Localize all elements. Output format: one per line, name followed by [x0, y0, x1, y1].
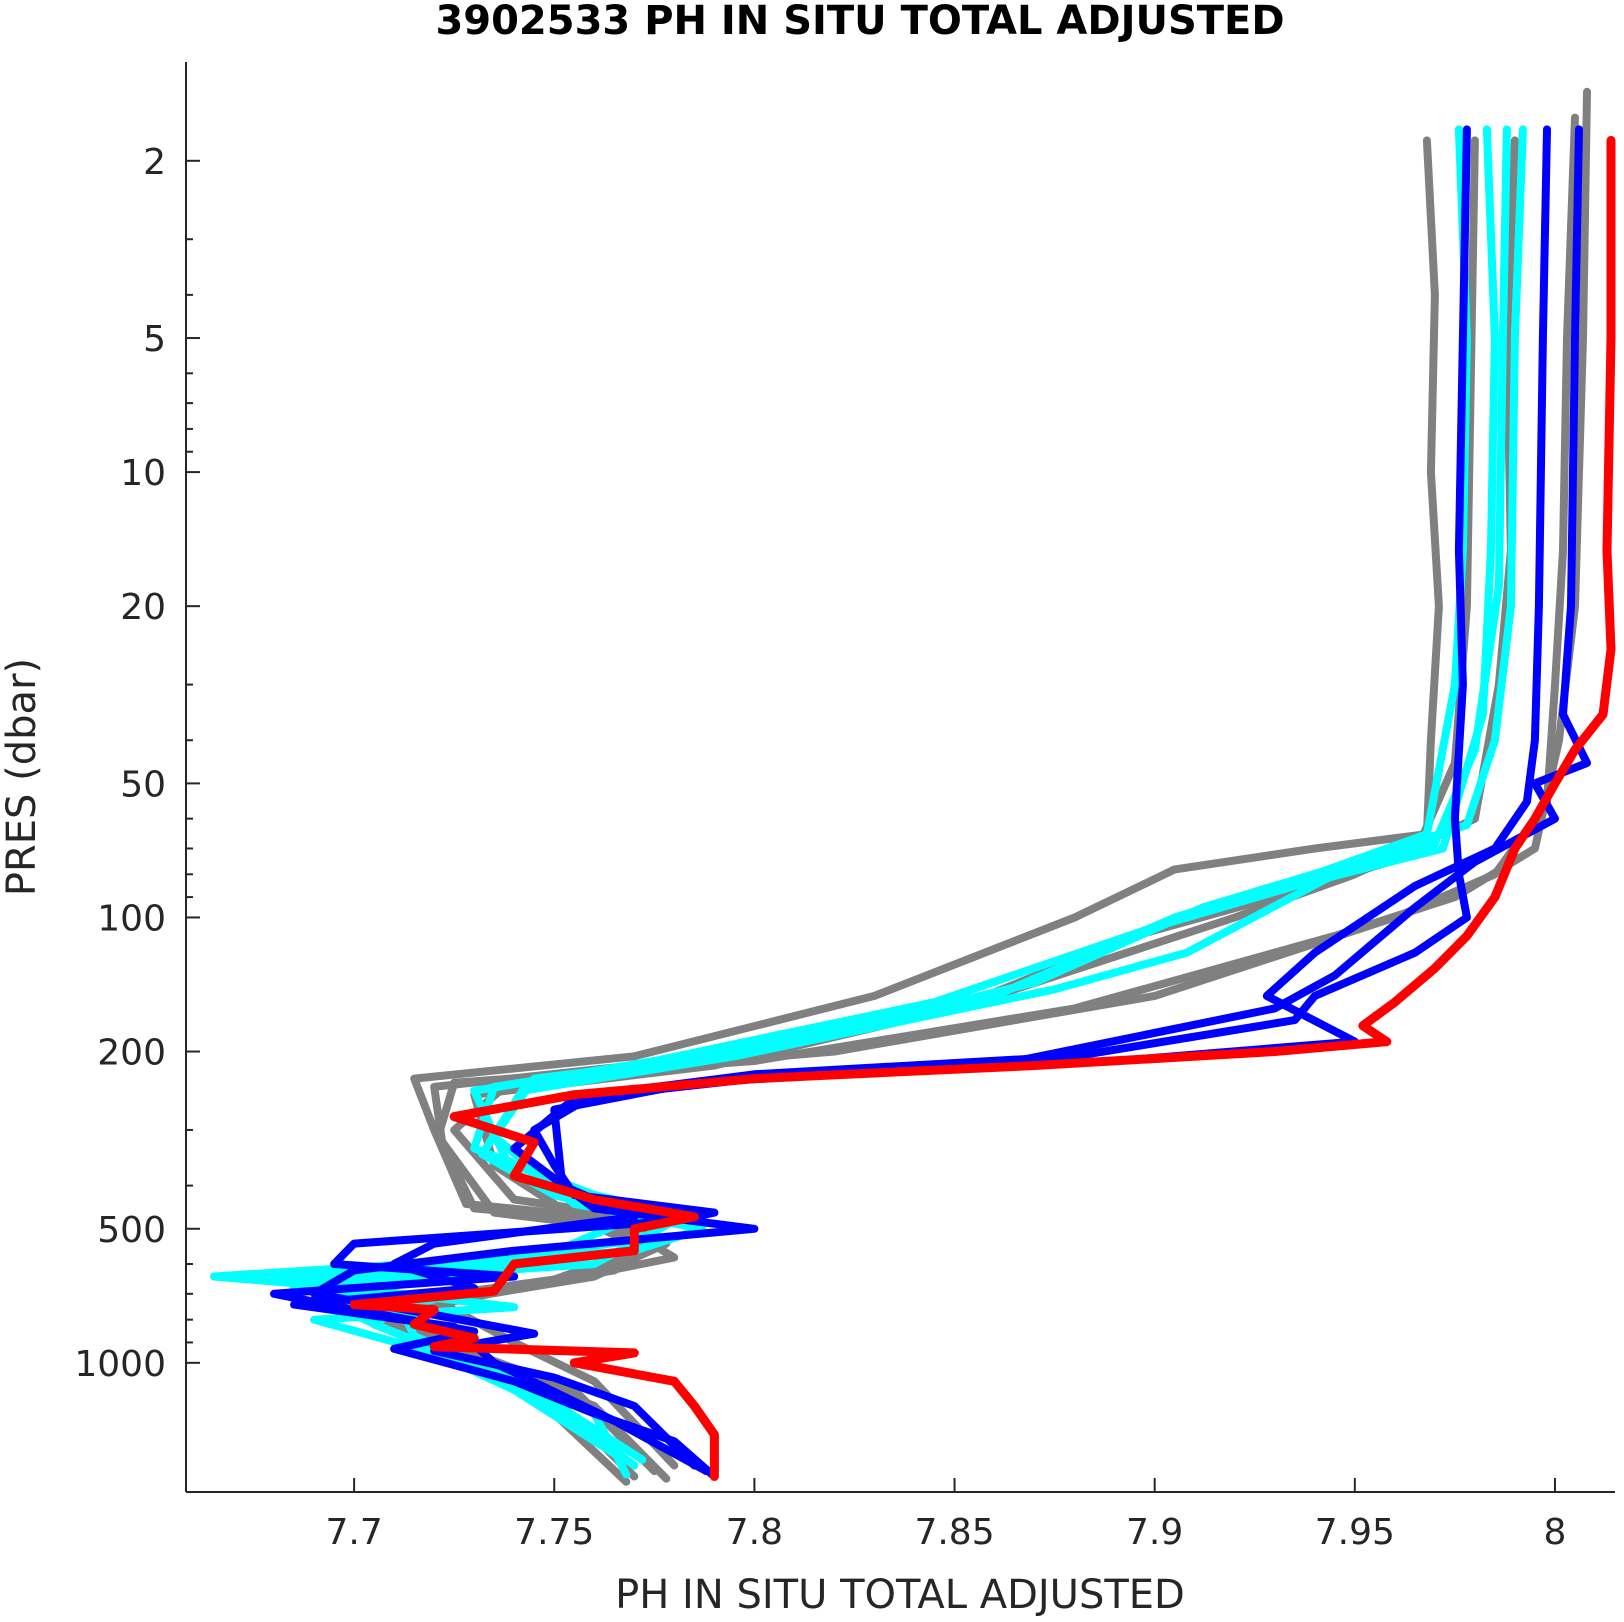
series-line-grey-5: [398, 136, 1479, 1483]
axes: [185, 62, 1615, 1493]
y-tick-label: 200: [97, 1033, 166, 1074]
x-tick-label: 7.7: [325, 1512, 382, 1553]
x-axis-label: PH IN SITU TOTAL ADJUSTED: [615, 1572, 1185, 1618]
x-tick-label: 7.95: [1315, 1512, 1395, 1553]
series-line-blue-10: [270, 125, 1471, 1481]
series-line-grey-2: [370, 136, 1519, 1476]
y-tick-label: 100: [97, 898, 166, 939]
y-tick-label: 1000: [74, 1344, 166, 1385]
series-line-red-13: [349, 135, 1616, 1481]
x-tick-label: 8: [1544, 1512, 1567, 1553]
y-ticks: 2 5 10 20 50 100 200 500 1000: [74, 142, 200, 1385]
chart-title: 3902533 PH IN SITU TOTAL ADJUSTED: [435, 0, 1284, 44]
x-tick-label: 7.9: [1126, 1512, 1183, 1553]
x-tick-label: 7.75: [514, 1512, 594, 1553]
y-tick-label: 5: [143, 319, 166, 360]
y-tick-label: 10: [120, 453, 166, 494]
y-tick-label: 50: [120, 764, 166, 805]
series-line-grey-4: [350, 87, 1591, 1486]
series-group: [210, 87, 1616, 1486]
y-tick-label: 2: [143, 142, 166, 183]
series-line-cyan-6: [210, 125, 1471, 1458]
x-ticks: 7.7 7.75 7.8 7.85 7.9 7.95 8: [325, 1478, 1566, 1553]
y-axis-label: PRES (dbar): [0, 658, 45, 896]
series-line-cyan-9: [270, 125, 1511, 1479]
y-tick-label: 20: [120, 587, 166, 628]
x-tick-label: 7.8: [726, 1512, 783, 1553]
y-tick-label: 500: [97, 1210, 166, 1251]
x-tick-label: 7.85: [914, 1512, 994, 1553]
